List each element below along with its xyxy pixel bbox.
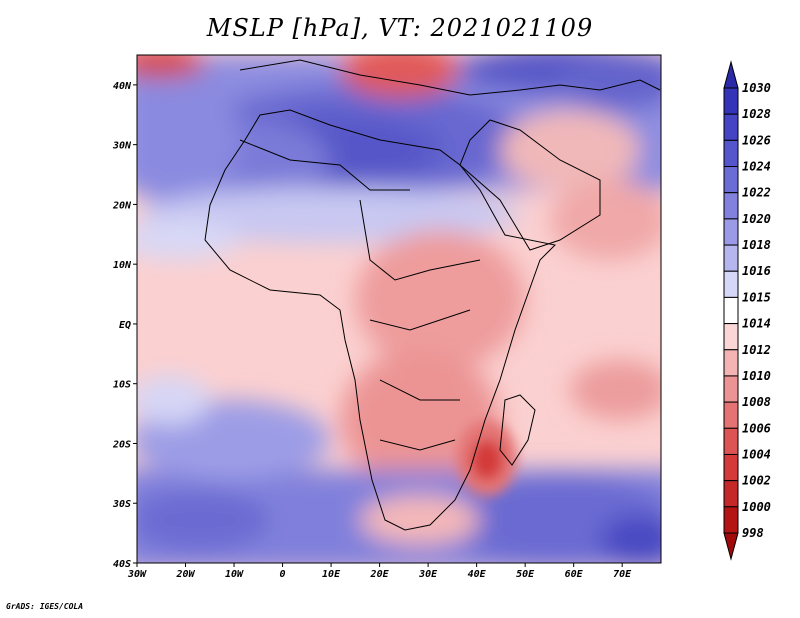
- lon-tick-label: 10E: [322, 569, 341, 580]
- lon-tick-label: 30E: [418, 569, 438, 580]
- plot-title: MSLP [hPa], VT: 2021021109: [206, 14, 594, 42]
- colorbar-segment: [723, 349, 739, 377]
- lon-tick-label: 40E: [468, 569, 487, 580]
- colorbar-segment: [723, 244, 739, 272]
- colorbar-level-label: 1010: [742, 369, 771, 383]
- lon-tick-label: 50E: [516, 569, 535, 580]
- lon-tick-label: 20W: [175, 569, 195, 580]
- colorbar-segment: [723, 375, 739, 403]
- colorbar-segment: [723, 401, 739, 429]
- pressure-field: [137, 55, 661, 563]
- colorbar-bottom-arrow: [723, 532, 739, 561]
- colorbar-level-label: 1002: [742, 474, 771, 488]
- colorbar-level-label: 1030: [742, 81, 771, 95]
- grads-credit: GrADS: IGES/COLA: [6, 602, 84, 611]
- colorbar: 1030 1028 1026 1024 1022 1020 1018 1016 1015 1014…: [723, 60, 771, 561]
- lon-tick-label: 20E: [370, 569, 390, 580]
- colorbar-level-label: 1028: [742, 107, 771, 121]
- colorbar-level-label: 1000: [742, 500, 771, 514]
- colorbar-segment: [723, 270, 739, 298]
- coastlines: [204, 59, 661, 531]
- lon-tick-label: 30W: [127, 569, 147, 580]
- colorbar-level-label: 998: [742, 526, 764, 540]
- colorbar-segment: [723, 218, 739, 246]
- colorbar-level-label: 1026: [742, 133, 771, 147]
- colorbar-level-label: 1004: [742, 447, 771, 461]
- colorbar-level-label: 1008: [742, 395, 771, 409]
- lat-tick-label: 10N: [113, 260, 132, 271]
- colorbar-segment: [723, 453, 739, 482]
- colorbar-level-label: 1014: [742, 317, 771, 331]
- lat-tick-label: 20S: [112, 439, 131, 450]
- colorbar-level-label: 1022: [742, 186, 771, 200]
- lat-tick-label: 40S: [113, 559, 131, 570]
- lat-tick-label: 10S: [113, 380, 131, 391]
- lat-tick-label: EQ: [119, 320, 131, 331]
- colorbar-segment: [723, 87, 739, 115]
- lon-tick-label: 60E: [565, 569, 584, 580]
- lat-tick-label: 30N: [112, 141, 132, 152]
- lat-tick-label: 20N: [112, 200, 132, 211]
- colorbar-level-label: 1012: [742, 343, 771, 357]
- lon-tick-label: 70E: [613, 569, 632, 580]
- lat-tick-label: 30S: [112, 499, 131, 510]
- colorbar-level-label: 1016: [742, 264, 771, 278]
- lon-tick-label: 0: [280, 569, 286, 580]
- colorbar-segment: [723, 480, 739, 508]
- axis-ticks: 30W 20W 10W 0 10E 20E 30E 40E 50E 60E 70E 40N 30N 20N…: [112, 81, 632, 580]
- colorbar-segment: [723, 139, 739, 168]
- colorbar-level-label: 1020: [742, 212, 771, 226]
- colorbar-level-label: 1018: [742, 238, 771, 252]
- colorbar-segment: [723, 323, 739, 351]
- map-frame: [136, 54, 662, 564]
- colorbar-segment: [723, 427, 739, 455]
- colorbar-level-label: 1024: [742, 160, 771, 174]
- colorbar-level-label: 1015: [742, 290, 771, 304]
- colorbar-segment: [723, 506, 739, 534]
- lon-tick-label: 10W: [225, 569, 244, 580]
- colorbar-top-arrow: [723, 60, 739, 89]
- colorbar-segment: [723, 166, 739, 194]
- colorbar-segment: [723, 113, 739, 141]
- colorbar-segment: [723, 296, 739, 325]
- colorbar-level-label: 1006: [742, 421, 771, 435]
- colorbar-segment: [723, 192, 739, 220]
- lat-tick-label: 40N: [113, 81, 132, 92]
